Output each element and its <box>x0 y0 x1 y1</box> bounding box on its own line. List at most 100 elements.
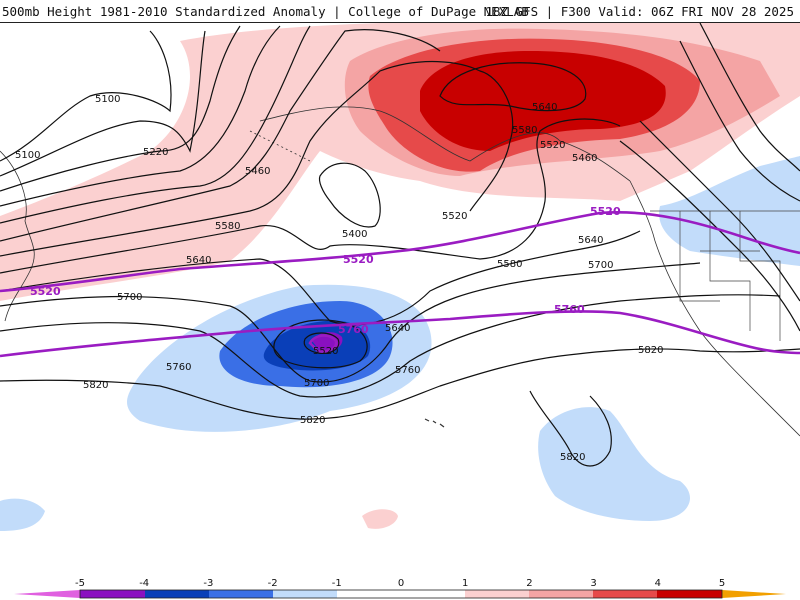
swatch-p4 <box>657 590 722 598</box>
label-5820-a: 5820 <box>83 380 108 391</box>
colorbar-tick: 0 <box>398 578 404 589</box>
thickness-low <box>308 334 338 353</box>
label-5640-c: 5640 <box>532 102 557 113</box>
label-5460-b: 5460 <box>572 153 597 164</box>
border-line-2 <box>679 211 720 302</box>
thickness-5520 <box>0 211 800 293</box>
contour-5160 <box>0 30 206 177</box>
contour-5820 <box>0 348 800 420</box>
colorbar-tick: -2 <box>268 578 278 589</box>
contour-5520 <box>0 60 514 257</box>
swatch-zero-neg <box>337 590 401 598</box>
label-5100-b: 5100 <box>15 150 40 161</box>
swatch-n2 <box>209 590 273 598</box>
label-5700-c: 5700 <box>304 378 329 389</box>
positive-anomaly-core <box>420 51 666 151</box>
contour-5520-low <box>303 332 340 354</box>
contour-5400 <box>318 162 381 228</box>
label-5820-b: 5820 <box>300 415 325 426</box>
colorbar-tick: -5 <box>75 578 85 589</box>
thickness-label-5520-c: 5520 <box>590 205 621 218</box>
thickness-label-5760-b: 5760 <box>554 303 585 316</box>
height-contours <box>0 23 800 467</box>
label-5400: 5400 <box>342 229 367 240</box>
label-5580-b: 5580 <box>497 259 522 270</box>
map-title: 500mb Height 1981-2010 Standardized Anom… <box>2 4 529 19</box>
north-america-coast <box>629 180 800 437</box>
contour-east-5640 <box>699 23 800 172</box>
aleutian-chain <box>249 130 311 162</box>
label-5700-a: 5700 <box>117 292 142 303</box>
colorbar-tick: 3 <box>590 578 596 589</box>
contour-5280 <box>0 25 281 207</box>
contour-5340 <box>0 25 311 224</box>
contour-5820-south <box>529 390 612 467</box>
asia-coast <box>0 150 35 322</box>
header-bar: 500mb Height 1981-2010 Standardized Anom… <box>0 0 800 22</box>
label-5640-d: 5640 <box>385 323 410 334</box>
contour-5700 <box>0 262 701 383</box>
contour-east-5760 <box>639 120 800 302</box>
thickness-label-5760-a: 5760 <box>338 323 369 336</box>
label-5760-b: 5760 <box>395 365 420 376</box>
label-5460-a: 5460 <box>245 166 270 177</box>
colorbar-legend: -5 -4 -3 -2 -1 0 1 2 3 4 5 <box>0 572 800 600</box>
contour-5760 <box>0 294 781 398</box>
label-5580-c: 5580 <box>512 125 537 136</box>
colorbar-tick: -1 <box>332 578 342 589</box>
label-5520-a: 5520 <box>442 211 467 222</box>
contour-5580 <box>0 118 621 274</box>
model-valid-time: 18Z GFS | F300 Valid: 06Z FRI NOV 28 202… <box>485 4 794 19</box>
swatch-zero-pos <box>401 590 465 598</box>
colorbar-tick: 2 <box>526 578 532 589</box>
contour-low-inner <box>273 319 368 369</box>
contour-5460 <box>0 29 441 242</box>
swatch-n1 <box>273 590 337 598</box>
swatch-p2 <box>529 590 593 598</box>
colorbar-outline <box>79 589 723 599</box>
label-5760-a: 5760 <box>166 362 191 373</box>
colorbar-tick-labels: -5 -4 -3 -2 -1 0 1 2 3 4 5 <box>75 578 725 589</box>
label-5520-b: 5520 <box>540 140 565 151</box>
negative-anomaly-south <box>538 407 690 521</box>
swatch-p1 <box>465 590 529 598</box>
swatch-above-p5 <box>722 590 786 598</box>
swatch-n4 <box>80 590 145 598</box>
colorbar-tick: 5 <box>719 578 725 589</box>
label-5100-a: 5100 <box>95 94 120 105</box>
colorbar-tick: 4 <box>655 578 661 589</box>
alaska-coast <box>259 106 631 182</box>
thickness-5760 <box>0 310 800 358</box>
contour-5100 <box>0 30 172 162</box>
anomaly-shading <box>0 23 800 531</box>
label-5520-c: 5520 <box>313 346 338 357</box>
thickness-label-5520-b: 5520 <box>343 253 374 266</box>
contour-east-5820 <box>619 140 800 332</box>
thickness-label-5520-a: 5520 <box>30 285 61 298</box>
colorbar-swatches <box>14 589 786 599</box>
thickness-labels: 5520 5520 5520 5760 5760 <box>30 205 621 336</box>
map-panel[interactable]: 5100 5100 5220 5460 5460 5400 5520 5520 … <box>0 22 800 574</box>
swatch-below-n5 <box>14 590 80 598</box>
hawaii-islands <box>424 418 445 428</box>
coastlines <box>0 106 800 437</box>
swatch-n3 <box>145 590 209 598</box>
contour-5640-ring <box>439 62 587 112</box>
swatch-p3 <box>593 590 657 598</box>
label-5640-a: 5640 <box>186 255 211 266</box>
label-5640-b: 5640 <box>578 235 603 246</box>
label-5580-a: 5580 <box>215 221 240 232</box>
negative-anomaly-sw-corner <box>0 498 45 531</box>
positive-anomaly-small <box>362 509 398 529</box>
thickness-contours <box>0 211 800 358</box>
contour-5220 <box>0 25 241 192</box>
label-5820-c: 5820 <box>638 345 663 356</box>
colorbar-tick: -4 <box>139 578 149 589</box>
contour-east-5700 <box>679 40 800 202</box>
colorbar-tick: 1 <box>462 578 468 589</box>
label-5820-d: 5820 <box>560 452 585 463</box>
contour-labels: 5100 5100 5220 5460 5460 5400 5520 5520 … <box>15 94 663 463</box>
colorbar-tick: -3 <box>203 578 213 589</box>
label-5220: 5220 <box>143 147 168 158</box>
label-5700-b: 5700 <box>588 260 613 271</box>
